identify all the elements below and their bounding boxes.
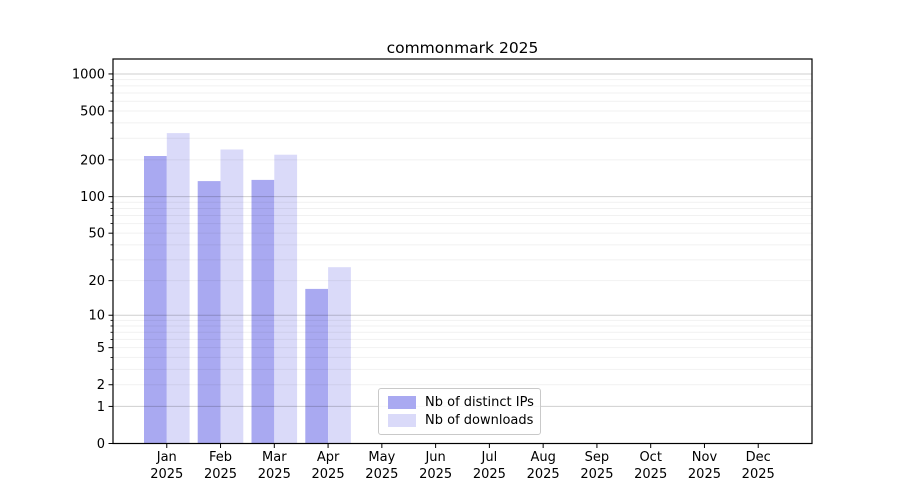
y-tick-label: 1000	[72, 67, 105, 82]
y-tick-label: 20	[88, 274, 105, 289]
chart-title: commonmark 2025	[386, 39, 539, 57]
y-tick-label: 5	[97, 341, 105, 356]
x-tick-label-year: 2025	[258, 467, 291, 482]
y-tick-label: 200	[80, 153, 105, 168]
y-tick-label: 10	[88, 309, 105, 324]
x-tick-label-month: Sep	[585, 450, 610, 465]
legend-item-distinct-ips: Nb of distinct IPs	[388, 395, 534, 410]
bar-mar-series0	[251, 179, 275, 444]
x-tick-label-month: Jul	[481, 450, 498, 465]
legend-swatch-distinct-ips	[388, 396, 416, 409]
x-tick-label-year: 2025	[473, 467, 506, 482]
x-tick-label-year: 2025	[527, 467, 560, 482]
legend-label-distinct-ips: Nb of distinct IPs	[425, 395, 534, 410]
x-tick-label-month: Oct	[639, 450, 661, 465]
x-tick-label-year: 2025	[634, 467, 667, 482]
x-tick-label-year: 2025	[204, 467, 237, 482]
x-tick-label-year: 2025	[580, 467, 613, 482]
bar-feb-series0	[197, 181, 221, 444]
legend-item-downloads: Nb of downloads	[388, 413, 534, 428]
x-tick-label-year: 2025	[365, 467, 398, 482]
legend: Nb of distinct IPs Nb of downloads	[378, 388, 541, 435]
x-tick-label-year: 2025	[150, 467, 183, 482]
legend-label-downloads: Nb of downloads	[425, 413, 534, 428]
x-tick-label-month: May	[368, 450, 395, 465]
x-tick-label-year: 2025	[688, 467, 721, 482]
x-tick-label-month: Feb	[209, 450, 232, 465]
x-tick-label-year: 2025	[742, 467, 775, 482]
x-tick-label-month: Apr	[317, 450, 340, 465]
bar-jan-series1	[166, 133, 190, 444]
y-tick-label: 1	[97, 400, 105, 415]
bar-feb-series1	[220, 149, 244, 444]
x-tick-label-month: Dec	[746, 450, 771, 465]
y-tick-label: 500	[80, 104, 105, 119]
x-tick-label-month: Aug	[530, 450, 555, 465]
x-tick-label-year: 2025	[419, 467, 452, 482]
y-tick-label: 50	[88, 227, 105, 242]
bar-apr-series1	[328, 267, 351, 444]
x-tick-label-month: Nov	[692, 450, 718, 465]
y-tick-label: 100	[80, 190, 105, 205]
legend-swatch-downloads	[388, 414, 416, 427]
x-tick-label-year: 2025	[312, 467, 345, 482]
x-tick-label-month: Mar	[262, 450, 287, 465]
y-tick-label: 2	[97, 378, 105, 393]
x-tick-label-month: Jun	[424, 450, 445, 465]
axis-frame	[112, 58, 813, 445]
bar-mar-series1	[274, 154, 298, 444]
bar-jan-series0	[144, 156, 167, 444]
bar-apr-series0	[305, 288, 329, 444]
x-tick-label-month: Jan	[156, 450, 177, 465]
y-tick-label: 0	[97, 437, 105, 452]
